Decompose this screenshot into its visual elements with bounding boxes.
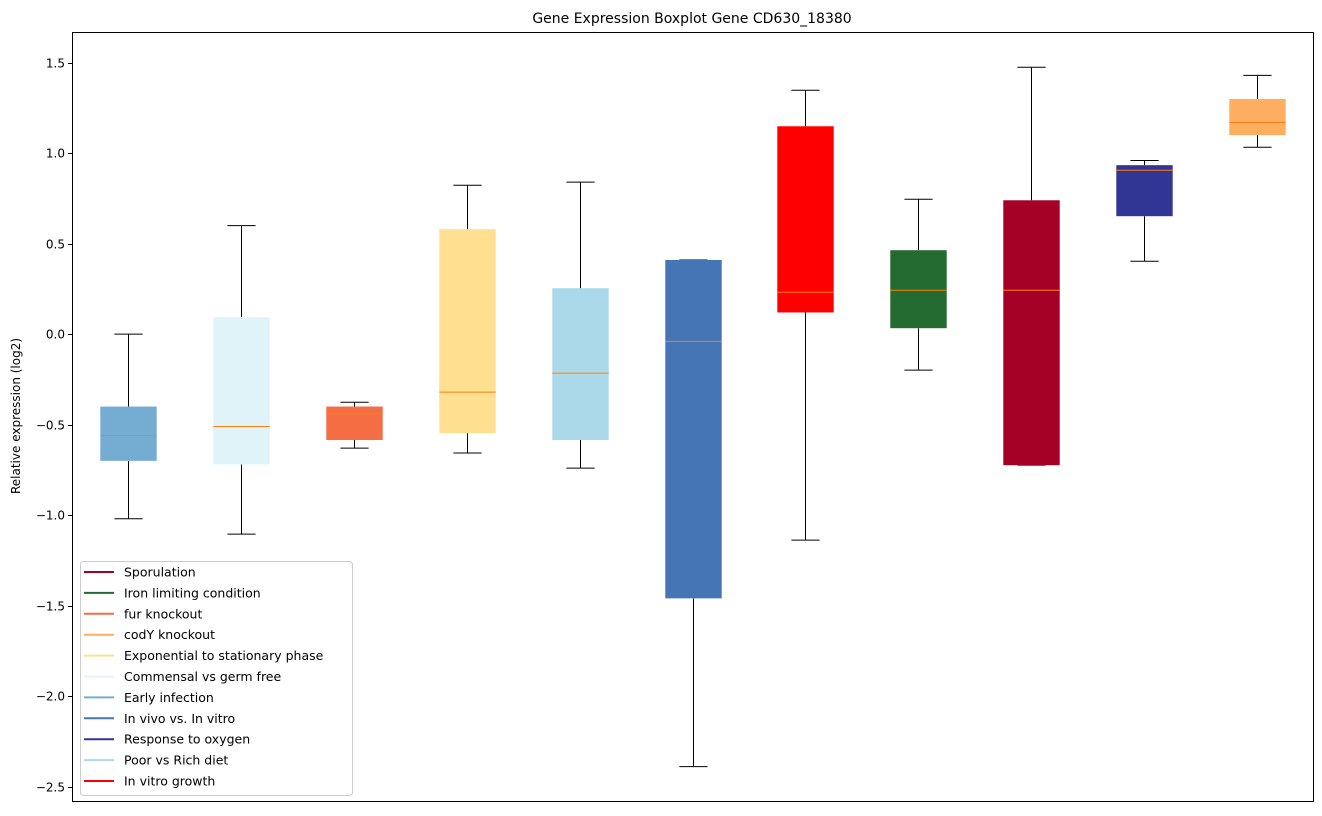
y-tick-label: 1.0	[46, 147, 65, 161]
legend-label: Poor vs Rich diet	[124, 753, 228, 768]
box-commensal-vs-germ-free	[213, 225, 270, 535]
legend-label: codY knockout	[124, 627, 215, 642]
box-response-to-oxygen	[1116, 159, 1173, 262]
box-body	[552, 288, 609, 441]
box-body	[1003, 200, 1060, 466]
box-body	[100, 406, 157, 461]
legend: Sporulation Iron limiting condition fur kn…	[80, 561, 353, 796]
box-fur-knockout	[326, 401, 383, 449]
box-body	[890, 250, 947, 329]
legend-label: In vivo vs. In vitro	[124, 711, 235, 726]
box-exponential-to-stationary-phase	[439, 184, 496, 454]
y-axis-label: Relative expression (log2)	[9, 338, 23, 494]
chart-title: Gene Expression Boxplot Gene CD630_18380	[532, 11, 851, 27]
legend-label: Response to oxygen	[124, 732, 250, 747]
box-early-infection	[100, 333, 157, 520]
box-body	[439, 229, 496, 434]
box-body	[1229, 98, 1286, 136]
legend-frame	[80, 561, 353, 796]
y-tick-label: −0.5	[36, 419, 65, 433]
y-tick-label: 0.5	[46, 238, 65, 252]
y-tick-label: 1.5	[46, 57, 65, 71]
box-body	[665, 259, 722, 599]
legend-label: Sporulation	[124, 565, 196, 580]
y-tick-label: −1.5	[36, 600, 65, 614]
box-poor-vs-rich-diet	[552, 181, 609, 469]
box-body	[777, 126, 834, 313]
legend-label: Early infection	[124, 690, 214, 705]
y-tick-label: −2.5	[36, 781, 65, 795]
box-body	[1116, 165, 1173, 217]
box-sporulation	[1003, 66, 1060, 466]
box-body	[213, 317, 270, 465]
legend-label: fur knockout	[124, 606, 202, 621]
box-body	[326, 406, 383, 441]
box-in-vivo-vs-in-vitro	[665, 259, 722, 768]
box-iron-limiting-condition	[890, 198, 947, 371]
legend-label: Iron limiting condition	[124, 585, 261, 600]
legend-label: Exponential to stationary phase	[124, 648, 324, 663]
y-tick-label: −2.0	[36, 690, 65, 704]
y-tick-label: −1.0	[36, 509, 65, 523]
plot-frame	[72, 32, 1314, 802]
box-cody-knockout	[1229, 74, 1286, 148]
box-in-vitro-growth	[777, 89, 834, 541]
y-tick-label: 0.0	[46, 328, 65, 342]
legend-label: Commensal vs germ free	[124, 669, 281, 684]
legend-label: In vitro growth	[124, 774, 215, 789]
